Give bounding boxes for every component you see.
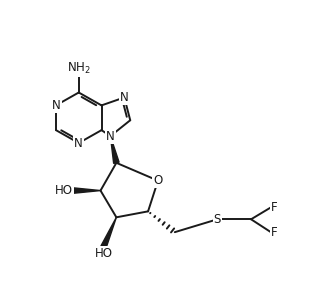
Text: N: N — [120, 91, 129, 104]
Text: NH$_2$: NH$_2$ — [67, 61, 91, 76]
Text: N: N — [106, 130, 115, 143]
Text: HO: HO — [55, 184, 73, 197]
Text: F: F — [271, 226, 277, 239]
Polygon shape — [110, 136, 119, 164]
Polygon shape — [73, 188, 100, 193]
Text: HO: HO — [95, 247, 113, 260]
Text: N: N — [51, 99, 60, 112]
Text: N: N — [74, 137, 83, 150]
Polygon shape — [101, 217, 116, 248]
Text: O: O — [153, 174, 163, 187]
Text: S: S — [214, 213, 221, 226]
Text: F: F — [271, 201, 277, 214]
